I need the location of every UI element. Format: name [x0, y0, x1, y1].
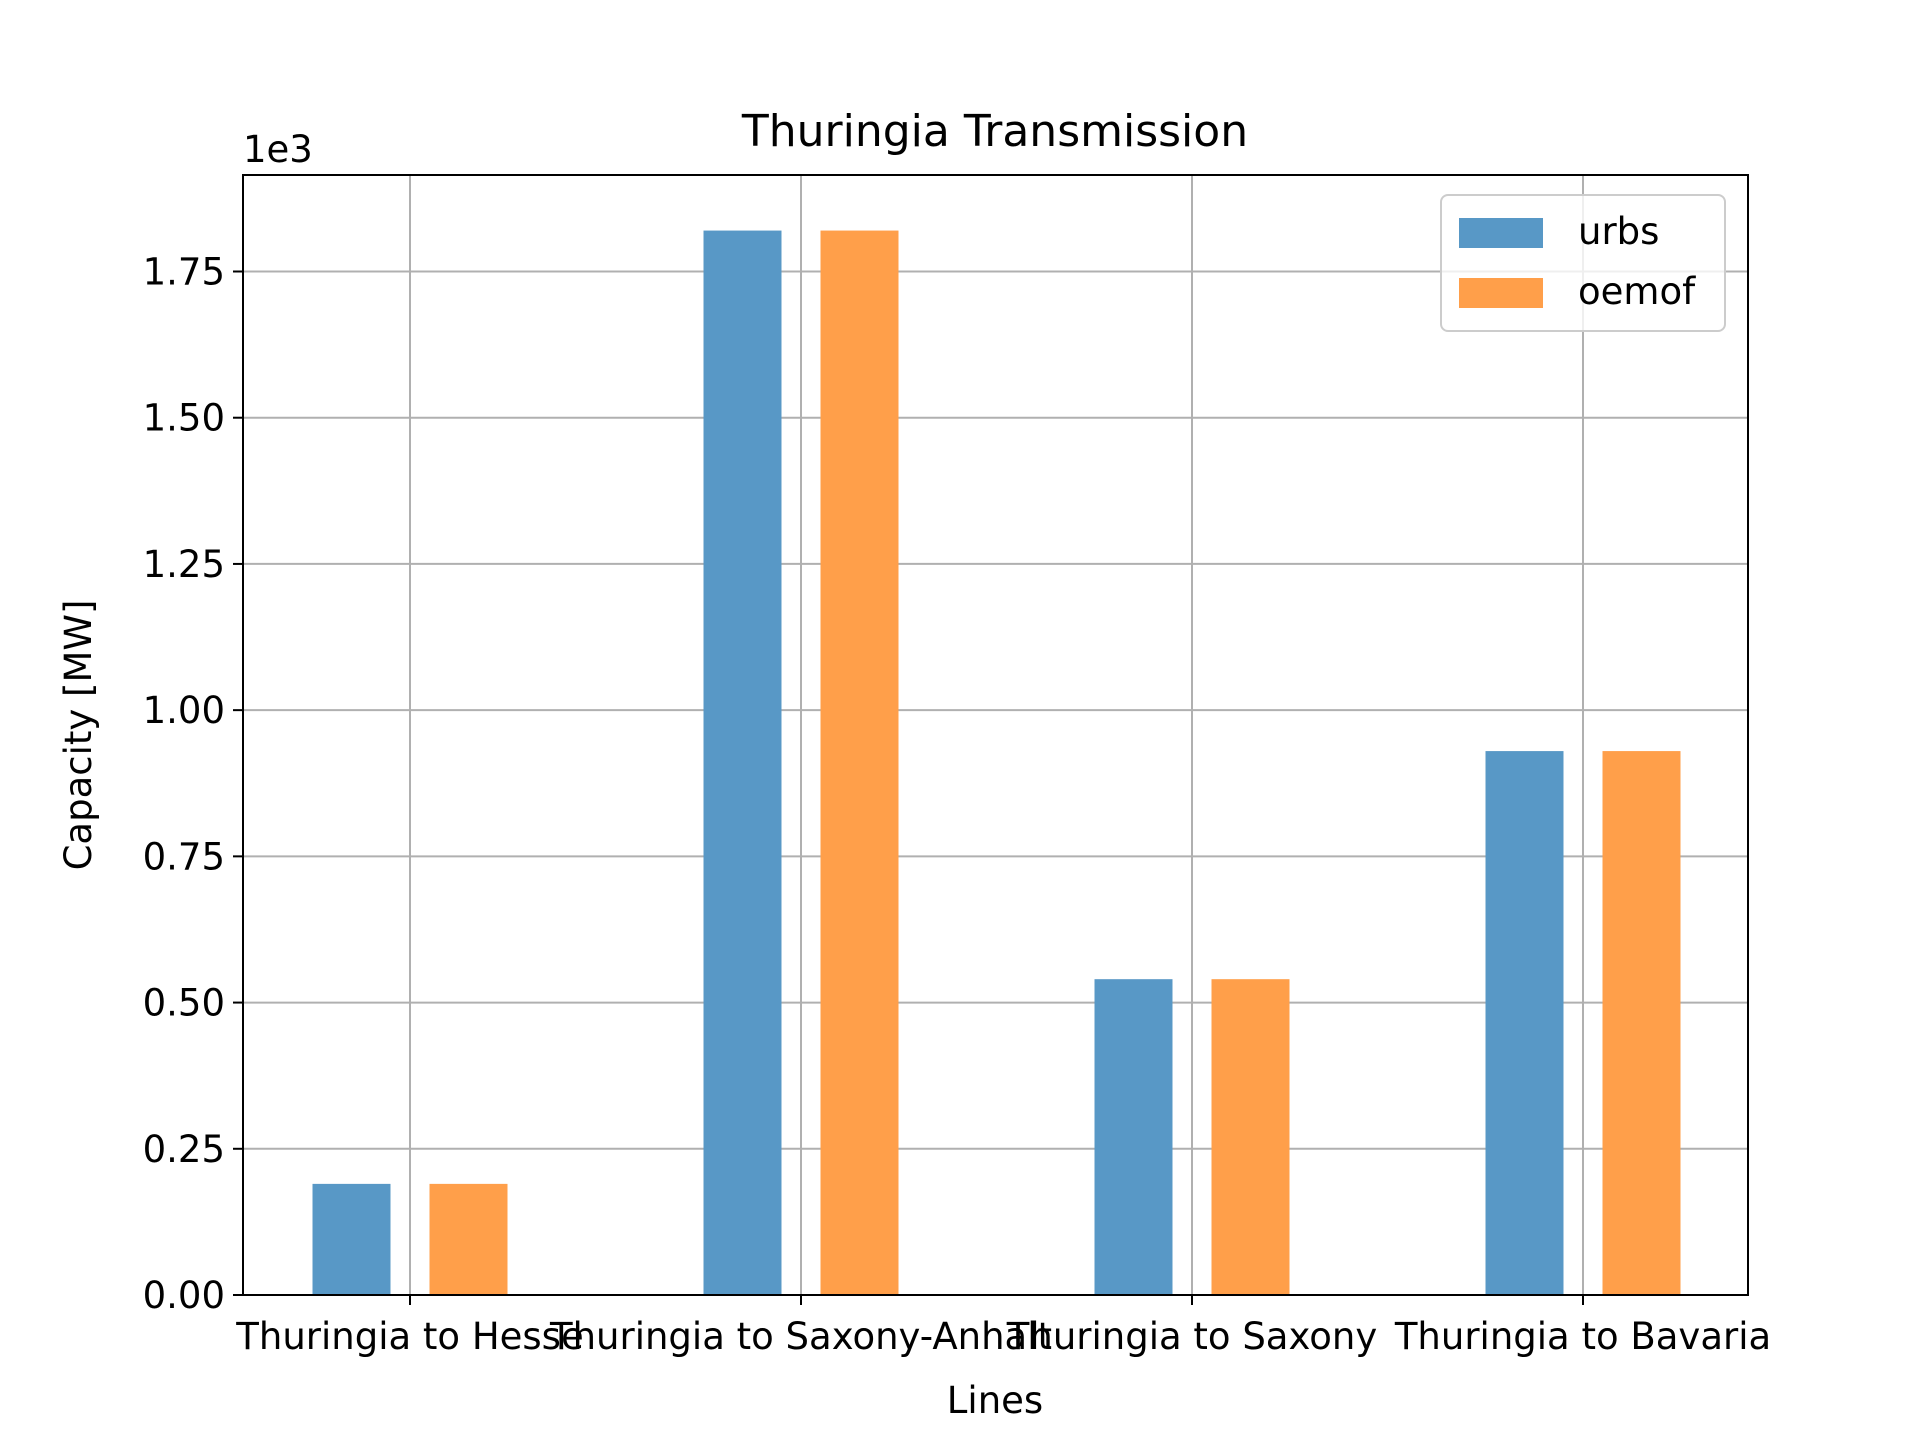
y-tick-label: 0.25	[143, 1128, 225, 1171]
bar-oemof	[1211, 979, 1290, 1295]
legend-label-oemof: oemof	[1578, 270, 1696, 313]
chart-title: Thuringia Transmission	[741, 106, 1248, 157]
x-tick-label: Thuringia to Hesse	[235, 1315, 583, 1358]
bars-layer	[312, 230, 1681, 1295]
legend-swatch-oemof	[1459, 278, 1543, 308]
plot-frame	[242, 174, 1749, 1296]
y-tick-label: 1.00	[143, 689, 225, 732]
y-tick-label: 1.50	[143, 397, 225, 440]
legend: urbs oemof	[1440, 194, 1726, 332]
y-tick-label: 0.75	[143, 835, 225, 878]
legend-label-urbs: urbs	[1578, 210, 1659, 253]
y-tick-label: 0.00	[143, 1274, 225, 1317]
grid-layer	[243, 175, 1748, 1296]
x-axis-label: Lines	[947, 1379, 1043, 1422]
bar-urbs	[312, 1183, 391, 1295]
x-tick-label: Thuringia to Bavaria	[1394, 1315, 1771, 1358]
y-tick-label: 1.75	[143, 251, 225, 294]
bar-oemof	[1602, 751, 1681, 1295]
bar-urbs	[703, 230, 782, 1295]
bar-urbs	[1094, 979, 1173, 1295]
x-tick-label: Thuringia to Saxony	[1006, 1315, 1377, 1358]
x-tick-label: Thuringia to Saxony-Anhalt	[549, 1315, 1052, 1358]
y-tick-label: 0.50	[143, 982, 225, 1025]
bar-oemof	[429, 1183, 508, 1295]
bar-urbs	[1485, 751, 1564, 1295]
y-tick-label: 1.25	[143, 543, 225, 586]
legend-swatch-urbs	[1459, 218, 1543, 248]
y-axis-label: Capacity [MW]	[57, 600, 100, 871]
bar-oemof	[820, 230, 899, 1295]
y-offset-label: 1e3	[243, 128, 313, 171]
ticks-layer: 0.00 0.25 0.50 0.75 1.00 1.25 1.50 1.75 Thuringi…	[143, 251, 1772, 1358]
